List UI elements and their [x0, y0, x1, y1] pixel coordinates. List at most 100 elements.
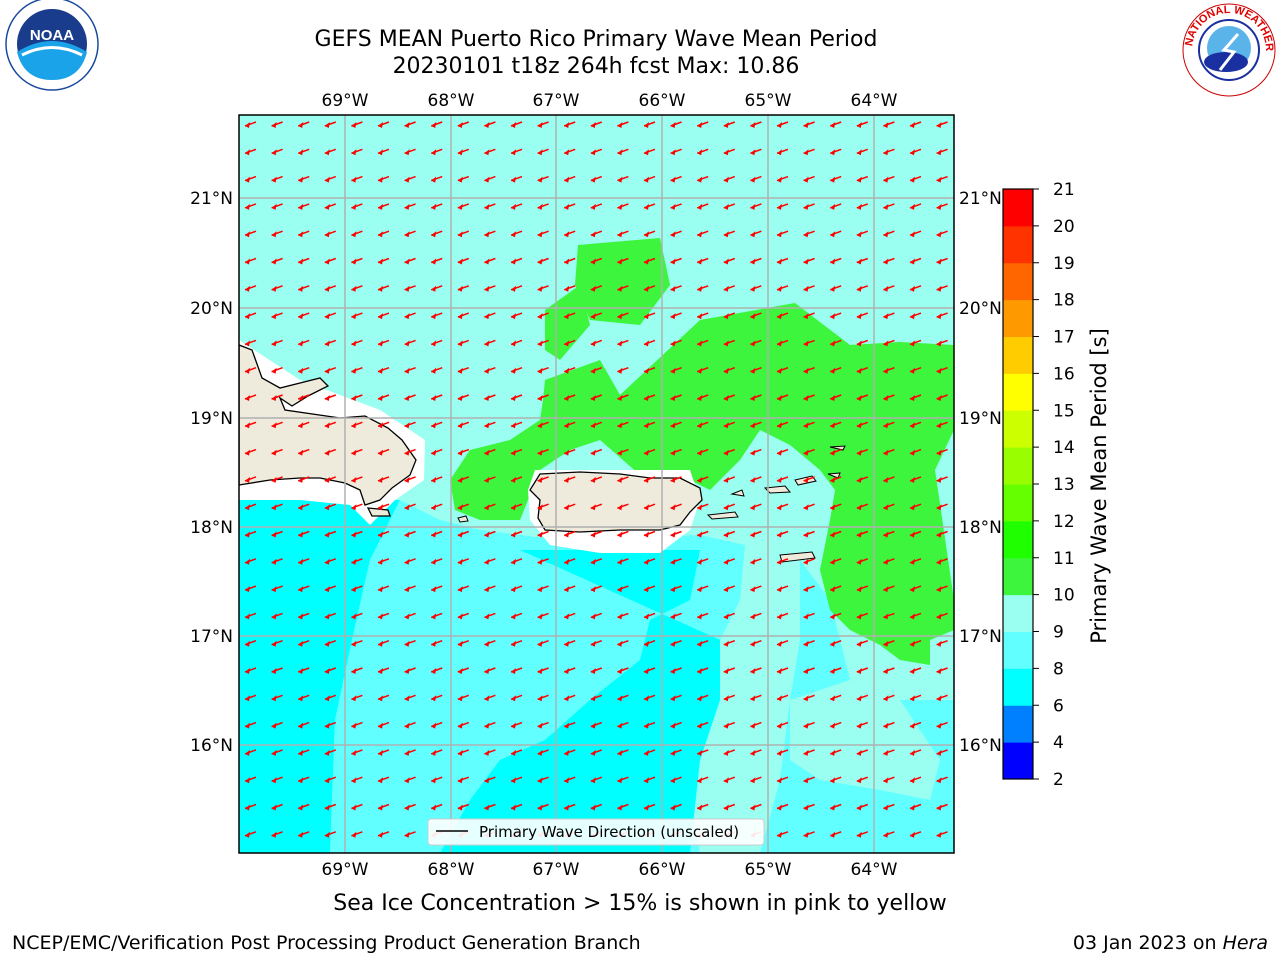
- wave-arrow: [457, 421, 470, 429]
- wave-arrow: [856, 503, 869, 511]
- wave-arrow: [643, 776, 656, 784]
- wave-arrow: [510, 639, 523, 647]
- wave-arrow: [484, 394, 496, 401]
- wave-arrow: [883, 749, 895, 756]
- wave-arrow: [590, 694, 603, 702]
- wave-arrow: [670, 394, 682, 401]
- wave-arrow: [377, 394, 390, 401]
- wave-arrow: [430, 694, 443, 702]
- wave-arrow: [271, 667, 283, 674]
- wave-arrow: [351, 831, 363, 838]
- wave-arrow: [856, 612, 869, 620]
- wave-arrow: [936, 530, 948, 538]
- wave-arrow: [457, 776, 470, 784]
- wave-arrow: [404, 285, 416, 292]
- wave-arrow: [883, 694, 895, 702]
- wave-arrow: [936, 203, 948, 210]
- wave-arrow: [351, 585, 363, 593]
- wave-arrow: [430, 776, 443, 784]
- wave-arrow: [617, 339, 629, 347]
- wave-arrow: [297, 257, 310, 265]
- wave-arrow: [430, 203, 443, 210]
- wave-arrow: [324, 776, 337, 784]
- wave-arrow: [723, 503, 736, 511]
- wave-arrow: [271, 175, 283, 183]
- wave-arrow: [590, 175, 603, 183]
- wave-arrow: [643, 639, 656, 647]
- wave-arrow: [457, 339, 470, 347]
- wave-arrow: [404, 421, 416, 429]
- wave-arrow: [776, 585, 789, 593]
- wave-arrow: [696, 585, 709, 593]
- wave-arrow: [829, 148, 842, 156]
- wave-arrow: [696, 121, 709, 128]
- wave-arrow: [936, 667, 948, 674]
- wave-arrow: [829, 203, 842, 210]
- wave-arrow: [803, 448, 815, 456]
- wave-arrow: [351, 175, 363, 183]
- map-gridlines: [239, 115, 954, 853]
- wave-arrow: [617, 448, 629, 456]
- wave-arrow: [377, 530, 390, 538]
- wave-arrow: [723, 776, 736, 784]
- colorbar-tick-label: 14: [1053, 438, 1075, 458]
- wave-arrow: [617, 121, 629, 128]
- wave-arrow: [457, 448, 470, 456]
- wave-arrow: [377, 476, 390, 483]
- wave-arrow: [696, 148, 709, 156]
- wave-arrow: [936, 503, 948, 511]
- wave-arrow: [271, 203, 283, 210]
- wave-arrow: [617, 803, 629, 811]
- wave-arrow: [723, 339, 736, 347]
- wave-arrow: [856, 749, 869, 756]
- nws-logo: NATIONAL WEATHER SERVICE: [1178, 0, 1276, 97]
- wave-arrow: [856, 230, 869, 238]
- wave-arrow: [936, 639, 948, 647]
- wave-arrow: [377, 667, 390, 674]
- wave-arrow: [510, 148, 523, 156]
- wave-arrow: [563, 503, 576, 511]
- wave-arrow: [909, 448, 922, 456]
- wave-arrow: [750, 776, 762, 784]
- wave-arrow: [856, 203, 869, 210]
- wave-arrow: [776, 312, 789, 320]
- wave-arrow: [750, 803, 762, 811]
- wave-arrow: [750, 558, 762, 565]
- wave-arrow: [271, 612, 283, 620]
- wave-arrow: [696, 339, 709, 347]
- wave-arrow: [829, 831, 842, 838]
- colorbar-segment: [1003, 557, 1033, 596]
- wave-arrow: [563, 585, 576, 593]
- wave-arrow: [537, 285, 549, 292]
- wave-arrow: [829, 558, 842, 565]
- wave-arrow: [297, 148, 310, 156]
- wave-arrow: [457, 639, 470, 647]
- wave-arrow: [244, 285, 257, 292]
- wave-arrow: [750, 639, 762, 647]
- chart-subtitle: 20230101 t18z 264h fcst Max: 10.86: [392, 54, 800, 79]
- wave-arrow: [643, 476, 656, 483]
- wave-arrow: [909, 694, 922, 702]
- wave-arrow: [936, 476, 948, 483]
- wave-arrow: [856, 776, 869, 784]
- wave-arrow: [776, 476, 789, 483]
- wave-arrow: [244, 694, 257, 702]
- wave-arrow: [617, 394, 629, 401]
- colorbar-segment: [1003, 742, 1033, 780]
- wave-arrow: [617, 312, 629, 320]
- wave-arrow: [457, 803, 470, 811]
- wave-arrow: [803, 230, 815, 238]
- wave-arrow: [936, 394, 948, 401]
- wave-arrow: [696, 312, 709, 320]
- wave-arrow: [723, 667, 736, 674]
- wave-arrow: [670, 803, 682, 811]
- wave-arrow: [803, 339, 815, 347]
- wave-arrow: [430, 175, 443, 183]
- wave-arrow: [883, 612, 895, 620]
- wave-arrow: [563, 148, 576, 156]
- wave-arrow: [670, 749, 682, 756]
- lon-label: 64°W: [851, 91, 898, 111]
- map-frame: [238, 114, 955, 854]
- wave-arrow: [537, 312, 549, 320]
- wave-arrow: [856, 694, 869, 702]
